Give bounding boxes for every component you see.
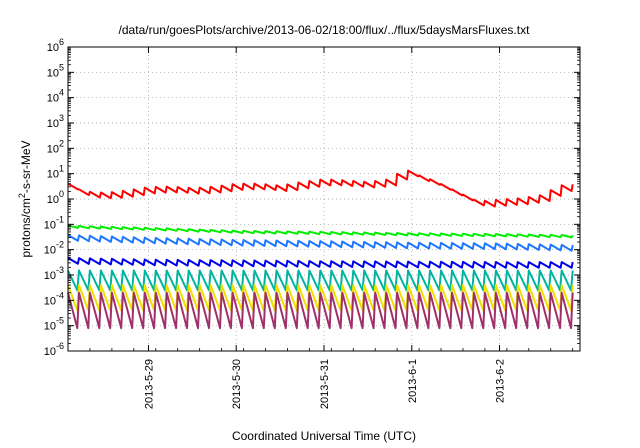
y-tick-label-exp: 2: [59, 138, 64, 148]
y-tick-label: 101: [47, 164, 64, 181]
y-tick-label: 10-2: [44, 240, 64, 257]
y-tick-label-exp: -5: [56, 316, 64, 326]
x-tick-label: 2013-5-31: [319, 359, 331, 409]
y-tick-label: 10-3: [44, 265, 64, 282]
y-axis-title-sup: 2: [17, 193, 27, 198]
y-axis-title-suffix: -s-sr-MeV: [19, 140, 33, 193]
y-tick-label-base: 10: [44, 219, 56, 231]
x-tick-label: 2013-5-30: [231, 359, 243, 409]
x-tick-label: 2013-5-29: [143, 359, 155, 409]
y-axis-title: protons/cm2-s-sr-MeV: [17, 140, 33, 257]
y-tick-label-base: 10: [47, 143, 59, 155]
series-line-4: [67, 257, 574, 269]
y-tick-label-base: 10: [44, 321, 56, 333]
y-tick-label-base: 10: [47, 42, 59, 54]
y-tick-label-exp: 3: [59, 113, 64, 123]
y-tick-label: 100: [47, 189, 64, 206]
y-tick-label-exp: -6: [56, 341, 64, 351]
y-tick-label-base: 10: [44, 245, 56, 257]
x-axis-title: Coordinated Universal Time (UTC): [232, 429, 416, 443]
series-line-5: [67, 269, 574, 292]
series-line-7: [67, 291, 574, 330]
series-line-1: [67, 169, 574, 208]
y-tick-label-base: 10: [44, 346, 56, 358]
series-line-2: [67, 224, 574, 239]
x-tick-labels: 2013-5-29 2013-5-30 2013-5-31 2013-6-1 2013-…: [143, 359, 506, 409]
series-layer: [67, 169, 574, 330]
y-tick-label-exp: -4: [56, 290, 64, 300]
ticks: [67, 46, 580, 352]
y-tick-label-exp: 5: [59, 62, 64, 72]
y-tick-label: 10-5: [44, 316, 64, 333]
y-tick-label-exp: -3: [56, 265, 64, 275]
y-tick-label: 105: [47, 62, 64, 79]
y-tick-label: 106: [47, 37, 64, 54]
y-tick-label: 102: [47, 138, 64, 155]
y-tick-label: 104: [47, 88, 64, 105]
chart-title: /data/run/goesPlots/archive/2013-06-02/1…: [119, 23, 531, 37]
y-tick-label: 103: [47, 113, 64, 130]
grid: [68, 47, 580, 351]
y-tick-label-exp: -1: [56, 214, 64, 224]
y-tick-label-base: 10: [47, 93, 59, 105]
y-tick-label: 10-4: [44, 290, 64, 307]
y-tick-label-exp: 0: [59, 189, 64, 199]
y-tick-label-base: 10: [47, 67, 59, 79]
y-tick-label-base: 10: [47, 169, 59, 181]
y-tick-label-exp: 1: [59, 164, 64, 174]
y-tick-label: 10-1: [44, 214, 64, 231]
y-axis-title-prefix: protons/cm: [19, 198, 33, 257]
x-tick-label: 2013-6-2: [495, 359, 507, 403]
y-tick-label-exp: 4: [59, 88, 64, 98]
y-tick-label-base: 10: [47, 194, 59, 206]
y-tick-label-base: 10: [44, 295, 56, 307]
y-tick-label-exp: -2: [56, 240, 64, 250]
x-tick-label: 2013-6-1: [407, 359, 419, 403]
y-tick-label: 10-6: [44, 341, 64, 358]
series-line-3: [67, 234, 574, 252]
y-tick-label-base: 10: [47, 118, 59, 130]
y-tick-label-exp: 6: [59, 37, 64, 47]
y-tick-label-base: 10: [44, 270, 56, 282]
y-tick-labels: 10-610-510-410-310-210-11001011021031041…: [44, 37, 64, 358]
